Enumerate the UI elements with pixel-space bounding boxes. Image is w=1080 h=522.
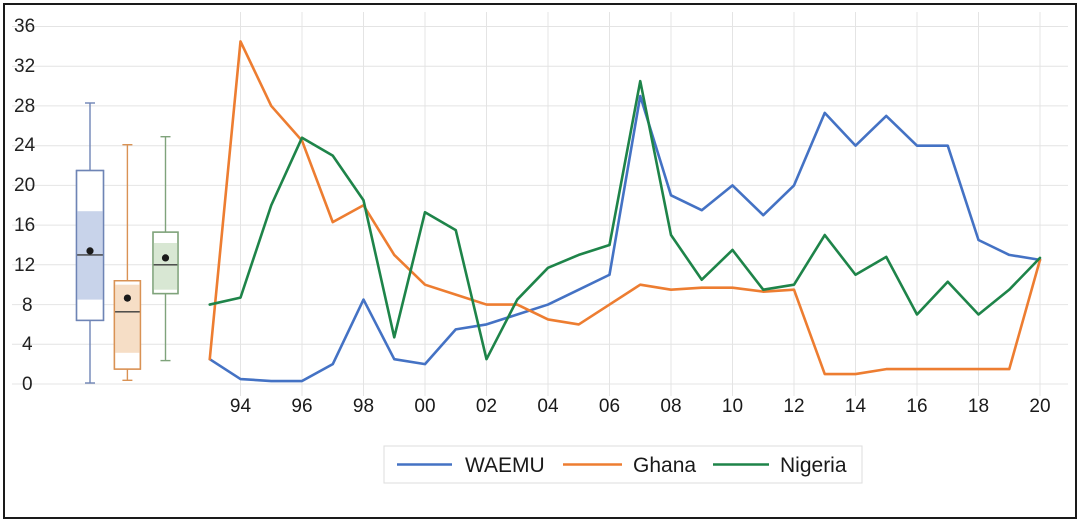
svg-text:06: 06	[599, 396, 620, 417]
svg-text:36: 36	[14, 16, 35, 37]
svg-text:98: 98	[353, 396, 374, 417]
svg-text:14: 14	[845, 396, 867, 417]
svg-text:00: 00	[414, 396, 435, 417]
svg-text:12: 12	[783, 396, 804, 417]
svg-text:WAEMU: WAEMU	[465, 454, 545, 477]
svg-text:20: 20	[14, 175, 35, 196]
svg-text:28: 28	[14, 96, 35, 117]
svg-text:12: 12	[14, 255, 35, 276]
svg-text:04: 04	[537, 396, 559, 417]
svg-text:08: 08	[660, 396, 681, 417]
svg-text:96: 96	[291, 396, 312, 417]
svg-text:4: 4	[22, 334, 33, 355]
svg-text:24: 24	[14, 135, 36, 156]
svg-text:20: 20	[1029, 396, 1050, 417]
svg-text:0: 0	[22, 374, 33, 395]
svg-text:Ghana: Ghana	[633, 454, 696, 477]
svg-text:02: 02	[476, 396, 497, 417]
svg-text:8: 8	[22, 295, 33, 316]
svg-text:18: 18	[968, 396, 989, 417]
svg-text:Nigeria: Nigeria	[780, 454, 847, 477]
svg-text:16: 16	[14, 215, 35, 236]
svg-text:94: 94	[230, 396, 252, 417]
svg-text:16: 16	[906, 396, 927, 417]
svg-text:10: 10	[722, 396, 743, 417]
svg-text:32: 32	[14, 56, 35, 77]
